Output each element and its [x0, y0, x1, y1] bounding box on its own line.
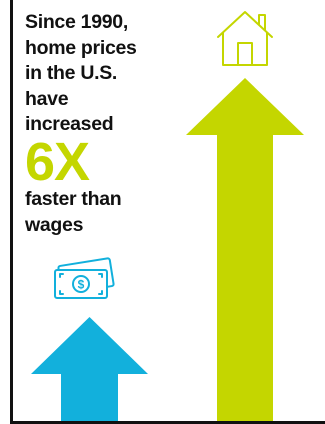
money-bills-icon: $	[54, 257, 115, 299]
svg-text:$: $	[78, 278, 85, 292]
headline-line: home prices	[25, 36, 137, 59]
x-axis	[10, 421, 325, 424]
headline-line: have	[25, 87, 69, 110]
tail-text: faster than wages	[25, 187, 155, 238]
wages-arrow	[31, 317, 148, 421]
multiplier-value: 6X	[25, 132, 90, 192]
headline-line: in the U.S.	[25, 62, 118, 84]
headline-text: Since 1990, home prices in the U.S. have…	[25, 10, 155, 138]
home-prices-arrow	[186, 78, 304, 421]
headline-line: increased	[25, 113, 114, 135]
headline-line: Since 1990,	[25, 11, 128, 33]
tail-line: faster than	[25, 188, 122, 210]
house-icon	[217, 11, 273, 66]
y-axis	[10, 0, 13, 424]
tail-line: wages	[25, 213, 84, 236]
